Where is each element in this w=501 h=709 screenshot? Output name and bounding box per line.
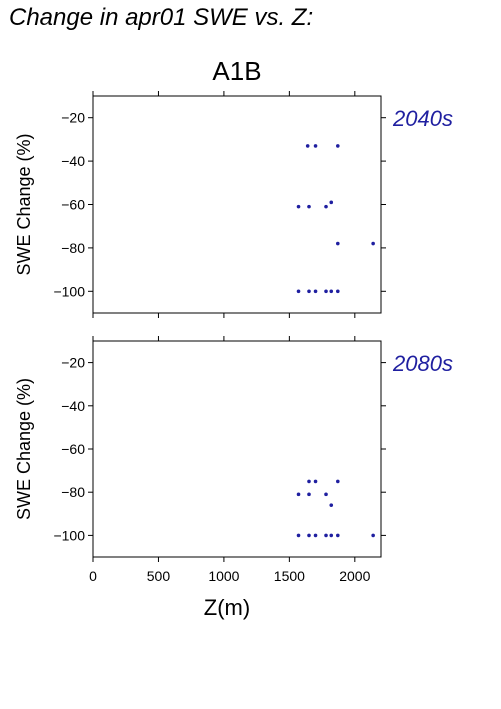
plot-frame: [92, 95, 382, 314]
data-point: [371, 533, 375, 538]
page-title: Change in apr01 SWE vs. Z:: [9, 4, 314, 31]
x-tick-label: 500: [147, 568, 171, 584]
y-tick-label: −20: [61, 355, 85, 371]
data-point: [371, 241, 375, 246]
data-point: [307, 479, 311, 484]
x-tick-label: 1000: [208, 568, 239, 584]
period-label: 2080s: [392, 351, 453, 376]
data-point: [296, 289, 301, 294]
y-tick-label: −80: [61, 240, 85, 256]
data-point: [336, 289, 340, 294]
data-point: [336, 241, 340, 246]
data-point: [296, 204, 301, 209]
data-point: [324, 492, 328, 497]
scenario-title: A1B: [212, 56, 261, 86]
data-point: [305, 144, 310, 148]
data-point: [296, 533, 301, 538]
y-tick-label: −100: [53, 527, 85, 543]
data-point: [329, 503, 334, 507]
data-point: [329, 533, 334, 538]
data-point: [313, 479, 318, 484]
y-tick-label: −40: [61, 153, 85, 169]
data-point: [296, 492, 301, 497]
panel-2040s: −20 −40 −60 −80 −100 SWE Change (%) 2040s: [14, 91, 453, 318]
y-tick-label: −60: [61, 441, 85, 457]
x-tick-label: 2000: [339, 568, 370, 584]
data-point: [336, 533, 340, 538]
data-point: [324, 204, 328, 209]
data-point: [313, 289, 318, 294]
y-axis-label: SWE Change (%): [14, 133, 34, 275]
data-point: [324, 533, 328, 538]
data-point: [336, 144, 340, 148]
data-point: [336, 479, 340, 484]
data-point: [313, 533, 318, 538]
data-point: [307, 492, 311, 497]
y-tick-label: −40: [61, 398, 85, 414]
y-tick-label: −80: [61, 484, 85, 500]
y-tick-label: −20: [61, 110, 85, 126]
data-point: [307, 289, 311, 294]
y-tick-label: −100: [53, 283, 85, 299]
data-point: [329, 200, 334, 205]
data-point: [307, 204, 311, 209]
y-tick-label: −60: [61, 197, 85, 213]
data-point: [324, 289, 328, 294]
data-point: [313, 144, 318, 148]
period-label: 2040s: [392, 106, 453, 131]
panel-2080s: −20 −40 −60 −80 −100 0 500 1000 1500 2000 SWE Chan…: [14, 336, 453, 620]
data-point: [329, 289, 334, 294]
plot-frame: [92, 340, 382, 558]
chart-panels: −20 −40 −60 −80 −100 SWE Change (%) 2040s −20 −4…: [14, 91, 453, 620]
data-point: [307, 533, 311, 538]
y-axis-label: SWE Change (%): [14, 378, 34, 520]
x-tick-label: 0: [89, 568, 97, 584]
x-axis-label: Z(m): [204, 595, 250, 620]
x-tick-label: 1500: [274, 568, 305, 584]
